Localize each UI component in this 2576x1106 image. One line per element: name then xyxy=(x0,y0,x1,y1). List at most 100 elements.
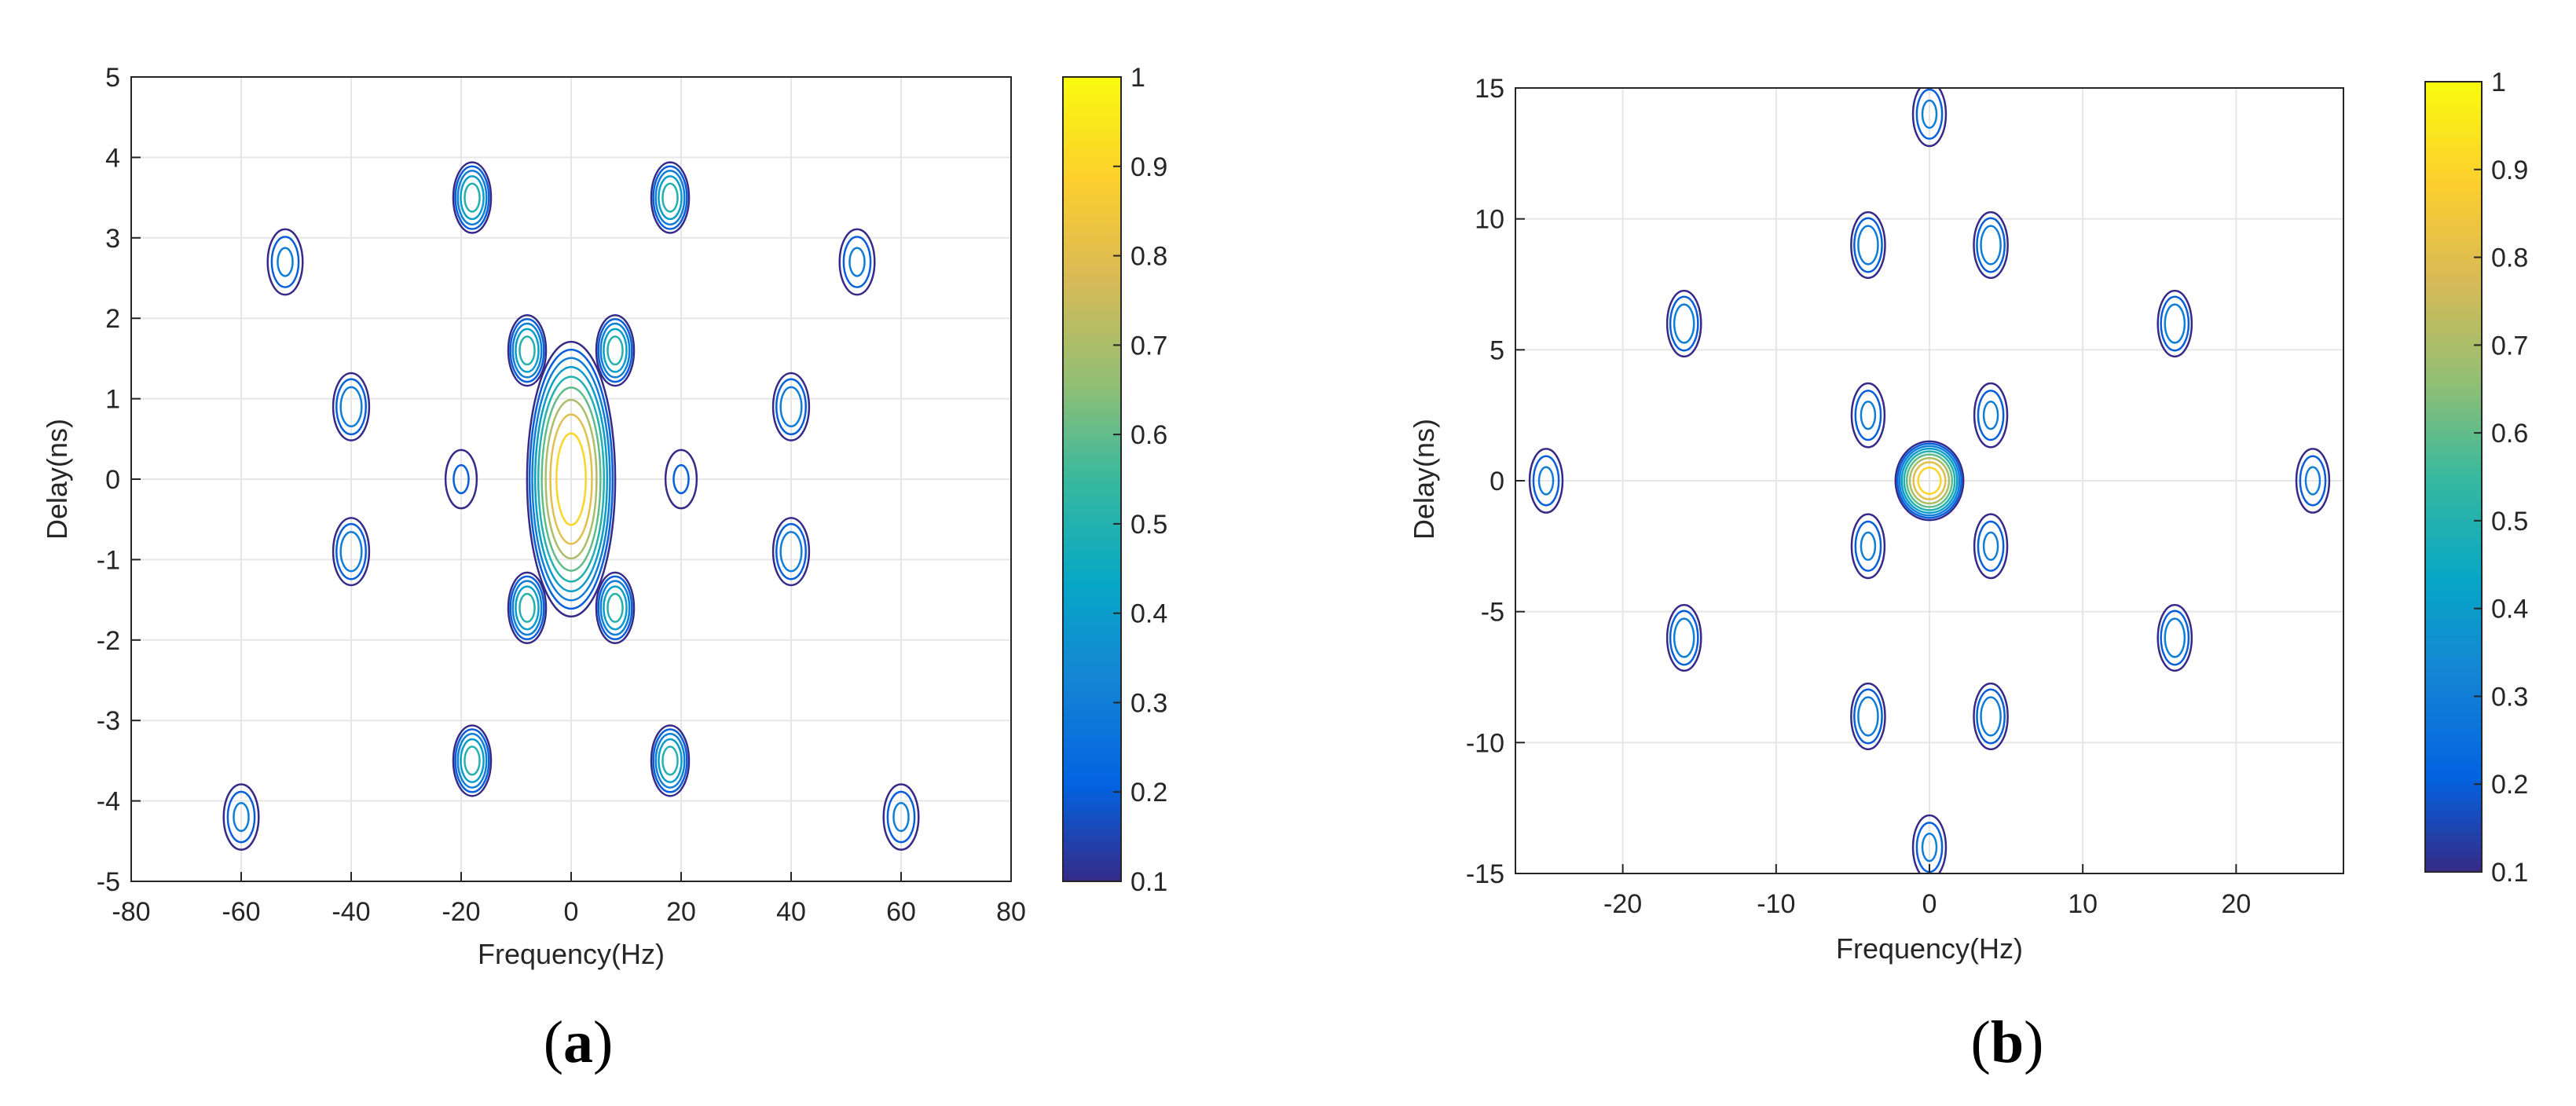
panel-a-sidelobe-1-contour-4 xyxy=(606,335,624,366)
panel-a-sidelobe-12-contour-4 xyxy=(464,745,481,776)
panel-b-ytick-label-4: 5 xyxy=(1490,335,1504,365)
panel-a-sidelobe-3-contour-4 xyxy=(606,592,624,623)
panel-b-cbar-tick-label-8: 0.2 xyxy=(2491,770,2528,800)
panel-b-ytick-label-0: -15 xyxy=(1466,859,1504,889)
panel-a-xtick-label-8: 80 xyxy=(996,897,1026,927)
panel-a-sidelobe-9-contour-1 xyxy=(775,522,807,580)
panel-b-ytick-label-1: -10 xyxy=(1466,728,1504,758)
panel-b-sidelobe-12-contour-0 xyxy=(1850,513,1886,580)
panel-a-sidelobe-17-contour-1 xyxy=(842,236,872,288)
panel-b-cbar-tick-label-2: 0.8 xyxy=(2491,244,2528,273)
panel-a-ytick-label-3: -2 xyxy=(97,626,120,656)
panel-a-xlabel: Frequency(Hz) xyxy=(478,938,665,970)
panel-b-xlabel: Frequency(Hz) xyxy=(1836,932,2023,965)
panel-b-sidelobe-6-contour-0 xyxy=(1665,603,1702,672)
panel-b-sidelobe-9-contour-1 xyxy=(2299,455,2327,507)
panel-a-sidelobe-15-contour-2 xyxy=(892,801,910,833)
panel-a-sidelobe-15-contour-1 xyxy=(886,790,916,844)
panel-a-sidelobe-14-contour-0 xyxy=(222,783,260,851)
panel-b-sidelobe-7-contour-2 xyxy=(2164,617,2186,658)
panel-a-sidelobe-11-contour-1 xyxy=(652,165,688,230)
panel-b-sidelobe-12-contour-1 xyxy=(1854,520,1882,572)
panel-b-peak-contour-6 xyxy=(1908,456,1951,505)
panel-a-ylabel: Delay(ns) xyxy=(41,419,73,540)
panel-b-sidelobe-1-contour-1 xyxy=(1976,217,2006,273)
panel-b-sidelobe-2-contour-2 xyxy=(1857,696,1879,737)
panel-a-sidelobe-1-contour-1 xyxy=(597,318,633,383)
panel-b-sidelobe-11-contour-1 xyxy=(1977,390,2005,441)
panel-b-colorbar xyxy=(2424,81,2483,873)
panel-a-cbar-tick-label-8: 0.2 xyxy=(1130,778,1167,808)
panel-b-cbar-tick-label-9: 0.1 xyxy=(2491,858,2528,888)
panel-a-sidelobe-0-contour-2 xyxy=(511,322,543,379)
panel-a-sidelobe-10-contour-0 xyxy=(452,161,493,234)
panel-a-sidelobe-2-contour-4 xyxy=(518,592,536,623)
panel-a-sidelobe-10-contour-3 xyxy=(460,175,485,221)
panel-a-cbar-tick-label-1: 0.9 xyxy=(1130,152,1167,182)
panel-a-sidelobe-1-contour-3 xyxy=(603,328,628,373)
panel-a-sidelobe-13-contour-4 xyxy=(661,745,679,776)
panel-b-sidelobe-0-contour-1 xyxy=(1853,217,1883,273)
panel-b-cbar-tick-label-3: 0.7 xyxy=(2491,331,2528,361)
panel-b-sidelobe-5-contour-0 xyxy=(2156,289,2193,358)
panel-a-xtick-label-0: -80 xyxy=(112,897,150,927)
panel-a-sidelobe-8-contour-0 xyxy=(332,517,371,587)
panel-b-sidelobe-2-contour-1 xyxy=(1853,688,1883,745)
panel-b-cbar-tick-label-7: 0.3 xyxy=(2491,682,2528,712)
panel-a-cbar-tick-label-3: 0.7 xyxy=(1130,331,1167,361)
panel-a-peak-contour-8 xyxy=(555,432,587,526)
panel-a-sidelobe-9-contour-2 xyxy=(779,530,803,573)
panel-a-sidelobe-0-contour-0 xyxy=(507,313,548,387)
panel-b-sidelobe-5-contour-2 xyxy=(2164,303,2186,344)
panel-b-sidelobe-3-contour-1 xyxy=(1976,688,2006,745)
panel-a-sidelobe-13-contour-2 xyxy=(654,732,686,789)
panel-b-sidelobe-13-contour-2 xyxy=(1982,531,1999,562)
panel-a: -80 -60 -40 -20 0 20 40 60 80 -5 -4 -3 -2 -1 0 1 2 3 4 5 Fr… xyxy=(41,63,1167,1075)
panel-a-contours xyxy=(222,161,920,851)
panel-a-peak-contour-3 xyxy=(533,365,609,593)
panel-b-sidelobe-13-contour-1 xyxy=(1977,520,2005,572)
panel-a-sidelobe-4-contour-1 xyxy=(453,463,470,495)
panel-b-sidelobe-10-contour-1 xyxy=(1854,390,1882,441)
panel-a-cbar-tick-label-2: 0.8 xyxy=(1130,242,1167,272)
panel-b-sidelobe-4-contour-1 xyxy=(1669,295,1699,352)
panel-b-ytick-label-3: 0 xyxy=(1490,467,1504,496)
panel-a-sidelobe-7-contour-2 xyxy=(779,386,803,428)
panel-b-peak-contour-8 xyxy=(1917,467,1942,495)
panel-a-xtick-label-4: 0 xyxy=(564,897,579,927)
panel-a-ytick-label-5: 0 xyxy=(105,465,120,495)
panel-a-ytick-label-4: -1 xyxy=(97,545,120,575)
panel-a-sidelobe-6-contour-0 xyxy=(332,372,371,441)
panel-a-sidelobe-1-contour-0 xyxy=(595,313,636,387)
panel-a-ytick-label-8: 3 xyxy=(105,224,120,254)
panel-a-sidelobe-5-contour-0 xyxy=(664,449,698,510)
panel-a-cbar-tick-label-7: 0.3 xyxy=(1130,688,1167,718)
panel-a-sidelobe-12-contour-1 xyxy=(454,728,490,793)
panel-a-caption: (a) xyxy=(544,1009,614,1075)
panel-b-sidelobe-0-contour-2 xyxy=(1857,225,1879,266)
panel-b-sidelobe-3-contour-0 xyxy=(1973,682,2009,751)
panel-b-peak-contour-1 xyxy=(1896,442,1962,519)
panel-b-ytick-label-6: 15 xyxy=(1475,74,1504,104)
panel-a-sidelobe-2-contour-2 xyxy=(511,580,543,636)
panel-b-peak-contour-5 xyxy=(1905,453,1954,508)
panel-a-sidelobe-5-contour-1 xyxy=(672,463,690,495)
panel-b-xtick-label-1: -10 xyxy=(1757,889,1795,919)
panel-b-peak-contour-2 xyxy=(1898,445,1961,517)
panel-b-xtick-label-2: 0 xyxy=(1922,889,1937,919)
panel-a-xtick-label-5: 20 xyxy=(666,897,696,927)
panel-b-sidelobe-0-contour-0 xyxy=(1850,211,1886,280)
panel-b-cbar-tick-label-0: 1 xyxy=(2491,68,2506,97)
panel-b-sidelobe-14-contour-0 xyxy=(1911,88,1948,148)
panel-a-xtick-label-7: 60 xyxy=(886,897,916,927)
panel-b-colorbar-ticks: 1 0.9 0.8 0.7 0.6 0.5 0.4 0.3 0.2 0.1 xyxy=(2474,68,2528,888)
panel-a-sidelobe-7-contour-0 xyxy=(771,372,811,441)
panel-b-peak-contour-3 xyxy=(1900,447,1959,515)
panel-a-peak-contour-0 xyxy=(526,340,617,618)
panel-a-ytick-label-0: -5 xyxy=(97,867,120,897)
panel-a-colorbar xyxy=(1062,76,1122,882)
panel-b-sidelobe-10-contour-0 xyxy=(1850,382,1886,449)
panel-a-ytick-label-2: -3 xyxy=(97,706,120,736)
panel-a-sidelobe-15-contour-0 xyxy=(882,783,920,851)
